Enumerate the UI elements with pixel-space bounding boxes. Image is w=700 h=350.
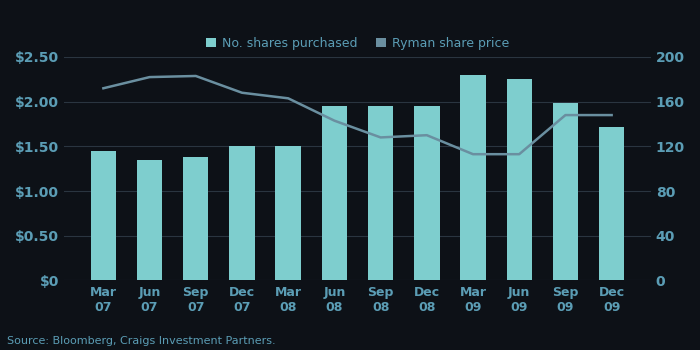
Bar: [461, 75, 486, 280]
Bar: [276, 146, 301, 280]
Bar: [599, 127, 624, 280]
Bar: [414, 106, 440, 280]
Bar: [507, 79, 532, 280]
Bar: [553, 104, 578, 280]
Text: Source: Bloomberg, Craigs Investment Partners.: Source: Bloomberg, Craigs Investment Par…: [7, 336, 276, 346]
Bar: [322, 106, 347, 280]
Bar: [368, 106, 393, 280]
Legend: No. shares purchased, Ryman share price: No. shares purchased, Ryman share price: [200, 32, 514, 55]
Bar: [230, 146, 255, 280]
Bar: [91, 151, 116, 280]
Bar: [183, 157, 209, 280]
Bar: [137, 160, 162, 280]
